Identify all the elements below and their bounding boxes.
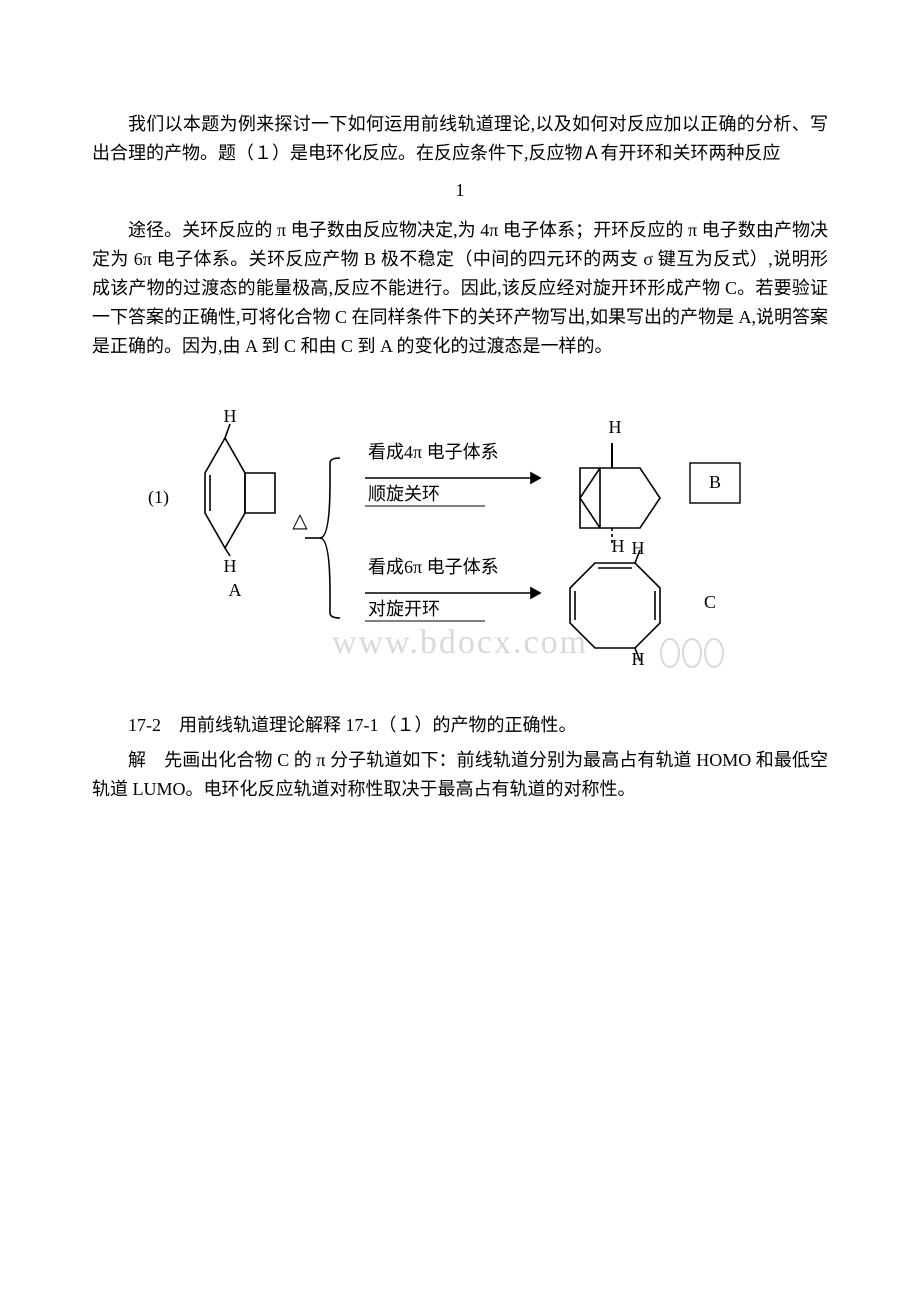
- svg-text:H: H: [612, 536, 625, 556]
- svg-text:www.bdocx.com: www.bdocx.com: [332, 624, 588, 661]
- paragraph-4: 解 先画出化合物 C 的 π 分子轨道如下：前线轨道分别为最高占有轨道 HOMO…: [92, 746, 828, 804]
- svg-text:(1): (1): [148, 487, 169, 508]
- paragraph-2: 途径。关环反应的 π 电子数由反应物决定,为 4π 电子体系；开环反应的 π 电…: [92, 216, 828, 360]
- svg-text:H: H: [632, 649, 645, 669]
- svg-text:H: H: [224, 556, 237, 576]
- svg-text:A: A: [229, 580, 242, 600]
- svg-text:H: H: [224, 406, 237, 426]
- svg-text:看成4π 电子体系: 看成4π 电子体系: [368, 442, 499, 462]
- svg-text:H: H: [632, 538, 645, 558]
- svg-text:对旋开环: 对旋开环: [368, 599, 440, 619]
- page-content: 我们以本题为例来探讨一下如何运用前线轨道理论,以及如何对反应加以正确的分析、写出…: [0, 0, 920, 870]
- reaction-diagram: (1)HHA△看成4π 电子体系顺旋关环看成6π 电子体系对旋开环HHBHHCw…: [92, 378, 828, 707]
- svg-text:△: △: [292, 510, 308, 532]
- svg-text:看成6π 电子体系: 看成6π 电子体系: [368, 557, 499, 577]
- svg-text:B: B: [709, 472, 721, 492]
- paragraph-1: 我们以本题为例来探讨一下如何运用前线轨道理论,以及如何对反应加以正确的分析、写出…: [92, 110, 828, 168]
- paragraph-3: 17-2 用前线轨道理论解释 17-1（１）的产物的正确性。: [92, 711, 828, 740]
- page-number: 1: [92, 176, 828, 205]
- svg-text:C: C: [704, 592, 716, 612]
- svg-text:顺旋关环: 顺旋关环: [368, 484, 440, 504]
- svg-text:H: H: [609, 417, 622, 437]
